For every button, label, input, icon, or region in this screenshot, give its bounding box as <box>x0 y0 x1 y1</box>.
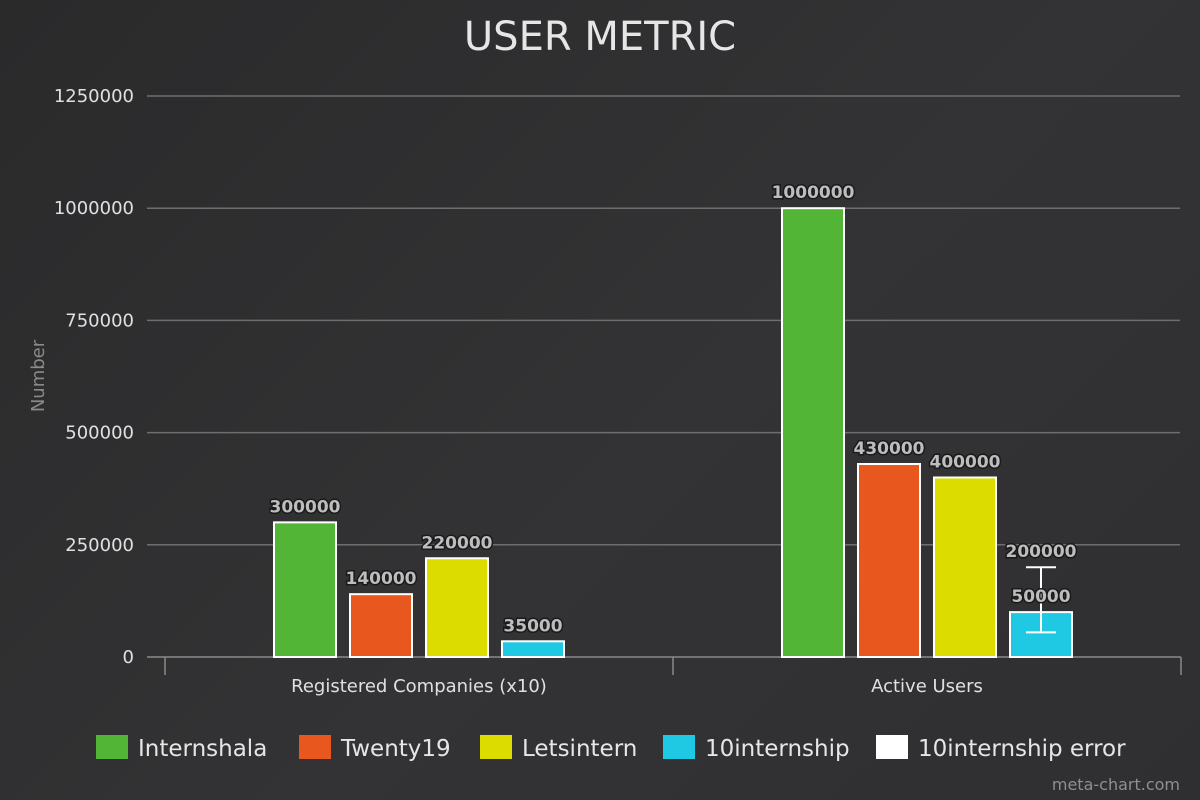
data-label: 430000 <box>854 439 925 459</box>
error-bars <box>1026 566 1056 634</box>
legend-swatch <box>480 735 512 759</box>
data-label: 300000 <box>270 497 341 517</box>
legend[interactable]: Internshala Twenty19 Letsintern 10internshi… <box>96 735 1126 762</box>
x-axis: Registered Companies (x10) Active Users <box>147 656 1182 697</box>
y-tick-label: 1000000 <box>54 198 134 219</box>
legend-label: 10internship <box>705 736 850 762</box>
error-bar-label: 200000 <box>1006 542 1077 562</box>
legend-label: Internshala <box>138 736 267 762</box>
legend-item[interactable]: Internshala <box>96 735 267 762</box>
y-axis-title: Number <box>28 339 49 412</box>
chart-title: USER METRIC <box>464 14 736 60</box>
data-label: 35000 <box>503 616 562 636</box>
bar[interactable] <box>349 593 413 659</box>
x-category-label: Active Users <box>871 676 983 697</box>
legend-swatch <box>299 735 331 759</box>
gridlines <box>147 95 1180 546</box>
bar[interactable] <box>501 640 565 658</box>
legend-swatch <box>876 735 908 759</box>
y-tick-label: 0 <box>123 647 134 668</box>
legend-swatch <box>96 735 128 759</box>
y-tick-label: 1250000 <box>54 86 134 107</box>
data-label: 1000000 <box>772 183 855 203</box>
legend-item[interactable]: Letsintern <box>480 735 637 762</box>
legend-label: 10internship error <box>918 736 1126 762</box>
x-category-label: Registered Companies (x10) <box>291 676 547 697</box>
legend-item[interactable]: 10internship error <box>876 735 1126 762</box>
legend-swatch <box>663 735 695 759</box>
bar[interactable] <box>273 521 337 658</box>
y-tick-label: 750000 <box>65 310 134 331</box>
y-tick-label: 250000 <box>65 535 134 556</box>
watermark: meta-chart.com <box>1052 775 1180 794</box>
legend-label: Twenty19 <box>340 736 451 762</box>
data-label: 400000 <box>930 452 1001 472</box>
y-axis-ticks: 0 250000 500000 750000 1000000 1250000 <box>54 86 134 668</box>
y-tick-label: 500000 <box>65 423 134 444</box>
legend-item[interactable]: 10internship <box>663 735 850 762</box>
bar[interactable] <box>857 463 921 658</box>
bar[interactable] <box>933 476 997 659</box>
bars <box>273 207 1073 659</box>
data-label: 220000 <box>422 533 493 553</box>
data-label: 50000 <box>1011 587 1070 607</box>
legend-item[interactable]: Twenty19 <box>299 735 451 762</box>
bar[interactable] <box>425 557 489 658</box>
data-label: 140000 <box>346 569 417 589</box>
bar[interactable] <box>781 207 845 658</box>
legend-label: Letsintern <box>522 736 637 762</box>
